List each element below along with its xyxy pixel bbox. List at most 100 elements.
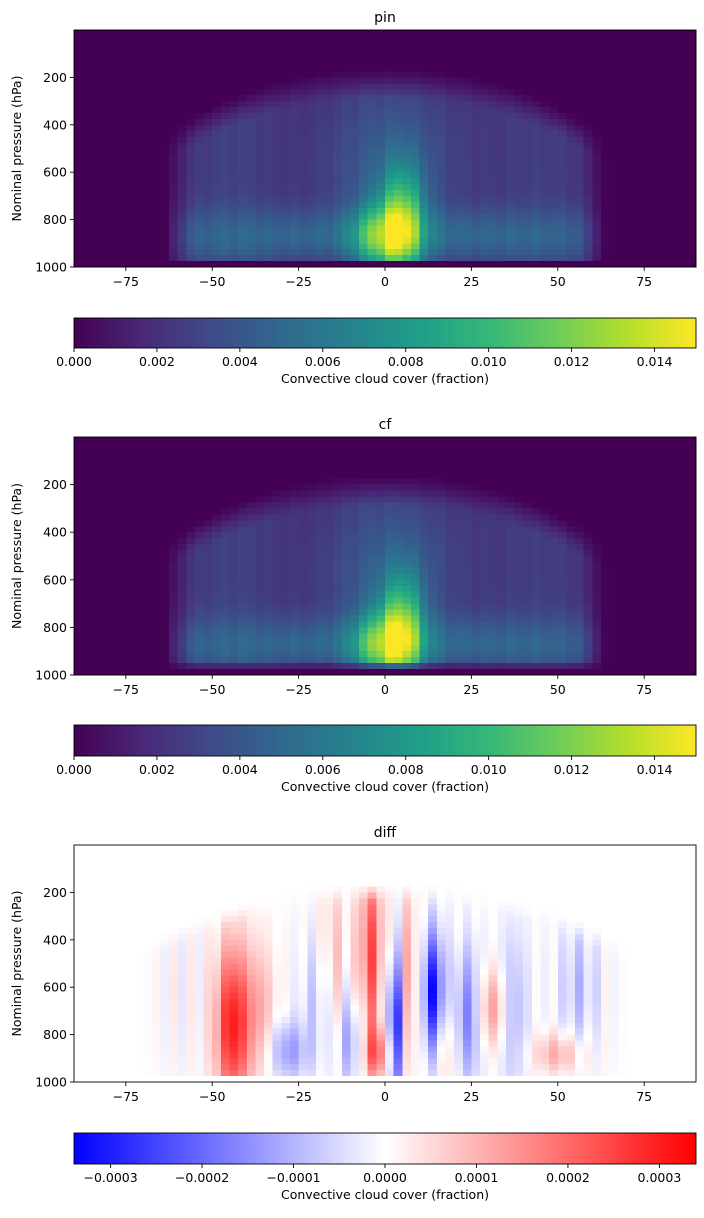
heatmap-cell bbox=[367, 502, 377, 509]
heatmap-cell bbox=[99, 585, 110, 593]
heatmap-cell bbox=[264, 213, 274, 221]
heatmap-cell bbox=[99, 538, 110, 545]
heatmap-cell bbox=[117, 154, 127, 161]
heatmap-cell bbox=[220, 213, 231, 221]
heatmap-cell bbox=[307, 639, 317, 646]
y-tick-label: 1000 bbox=[35, 260, 67, 275]
heatmap-cell bbox=[462, 532, 472, 539]
heatmap-cell bbox=[678, 172, 688, 179]
heatmap-cell bbox=[505, 130, 516, 138]
heatmap-cell bbox=[454, 621, 464, 628]
heatmap-cell bbox=[462, 508, 472, 515]
heatmap-cell bbox=[488, 249, 498, 256]
heatmap-cell bbox=[281, 195, 291, 203]
heatmap-cell bbox=[540, 201, 550, 209]
heatmap-cell bbox=[238, 502, 248, 509]
heatmap-cell bbox=[74, 95, 84, 102]
heatmap-cell bbox=[220, 645, 231, 652]
heatmap-cell bbox=[169, 603, 179, 611]
heatmap-cell bbox=[91, 201, 101, 209]
heatmap-cell bbox=[367, 496, 377, 504]
heatmap-cell bbox=[635, 249, 645, 256]
heatmap-cell bbox=[99, 478, 110, 486]
heatmap-cell bbox=[497, 107, 507, 114]
heatmap-cell bbox=[177, 83, 187, 90]
heatmap-cell bbox=[514, 249, 524, 256]
heatmap-cell bbox=[393, 30, 403, 37]
heatmap-cell bbox=[151, 663, 161, 670]
heatmap-cell bbox=[618, 59, 628, 67]
heatmap-cell bbox=[428, 520, 438, 527]
heatmap-cell bbox=[117, 573, 127, 581]
heatmap-cell bbox=[203, 53, 213, 61]
heatmap-cell bbox=[376, 118, 386, 126]
heatmap-cell bbox=[333, 166, 343, 173]
heatmap-cell bbox=[108, 442, 118, 450]
heatmap-cell bbox=[471, 651, 481, 658]
heatmap-cell bbox=[160, 538, 170, 545]
heatmap-cell bbox=[462, 585, 472, 593]
heatmap-cell bbox=[497, 532, 507, 539]
heatmap-cell bbox=[289, 261, 300, 268]
heatmap-cell bbox=[575, 112, 585, 120]
heatmap-cell bbox=[82, 663, 92, 670]
heatmap-cell bbox=[367, 615, 377, 623]
heatmap-cell bbox=[229, 172, 239, 179]
heatmap-cell bbox=[281, 53, 291, 61]
heatmap-cell bbox=[255, 639, 265, 646]
heatmap-cell bbox=[281, 538, 291, 545]
heatmap-cell bbox=[367, 249, 377, 256]
heatmap-cell bbox=[246, 172, 257, 179]
heatmap-cell bbox=[419, 609, 429, 617]
heatmap-cell bbox=[531, 148, 542, 156]
heatmap-cell bbox=[125, 77, 136, 84]
heatmap-cell bbox=[635, 47, 645, 55]
heatmap-cell bbox=[419, 573, 429, 581]
heatmap-cell bbox=[108, 544, 118, 551]
heatmap-cell bbox=[402, 526, 412, 533]
heatmap-cell bbox=[419, 178, 429, 185]
heatmap-cell bbox=[592, 255, 602, 262]
heatmap-cell bbox=[359, 101, 369, 108]
heatmap-cell bbox=[74, 53, 84, 61]
heatmap-cell bbox=[350, 130, 360, 138]
heatmap-cell bbox=[91, 225, 101, 233]
heatmap-cell bbox=[367, 124, 377, 132]
heatmap-cell bbox=[488, 591, 498, 599]
heatmap-cell bbox=[488, 65, 498, 73]
heatmap-cell bbox=[376, 484, 386, 492]
heatmap-cell bbox=[246, 243, 257, 250]
heatmap-cell bbox=[125, 573, 136, 581]
heatmap-cell bbox=[505, 603, 516, 611]
heatmap-cell bbox=[436, 478, 447, 486]
heatmap-cell bbox=[264, 71, 274, 78]
heatmap-cell bbox=[557, 166, 568, 173]
heatmap-cell bbox=[307, 201, 317, 209]
heatmap-cell bbox=[91, 442, 101, 450]
heatmap-cell bbox=[74, 609, 84, 617]
heatmap-cell bbox=[177, 77, 187, 84]
heatmap-cell bbox=[298, 136, 308, 144]
heatmap-cell bbox=[436, 561, 447, 569]
heatmap-cell bbox=[600, 154, 611, 161]
heatmap-cell bbox=[514, 225, 524, 233]
heatmap-cell bbox=[393, 651, 403, 658]
heatmap-cell bbox=[194, 550, 205, 557]
heatmap-cell bbox=[108, 237, 118, 244]
heatmap-cell bbox=[376, 213, 386, 221]
heatmap-cell bbox=[246, 550, 257, 557]
heatmap-cell bbox=[324, 112, 334, 120]
heatmap-cell bbox=[350, 213, 360, 221]
heatmap-cell bbox=[350, 508, 360, 515]
heatmap-cell bbox=[514, 136, 524, 144]
heatmap-cell bbox=[402, 71, 412, 78]
heatmap-cell bbox=[514, 514, 524, 521]
heatmap-cell bbox=[194, 231, 205, 238]
heatmap-cell bbox=[298, 207, 308, 215]
heatmap-cell bbox=[514, 195, 524, 203]
heatmap-cell bbox=[367, 514, 377, 521]
heatmap-cell bbox=[454, 225, 464, 233]
heatmap-cell bbox=[160, 532, 170, 539]
heatmap-cell bbox=[644, 261, 654, 268]
